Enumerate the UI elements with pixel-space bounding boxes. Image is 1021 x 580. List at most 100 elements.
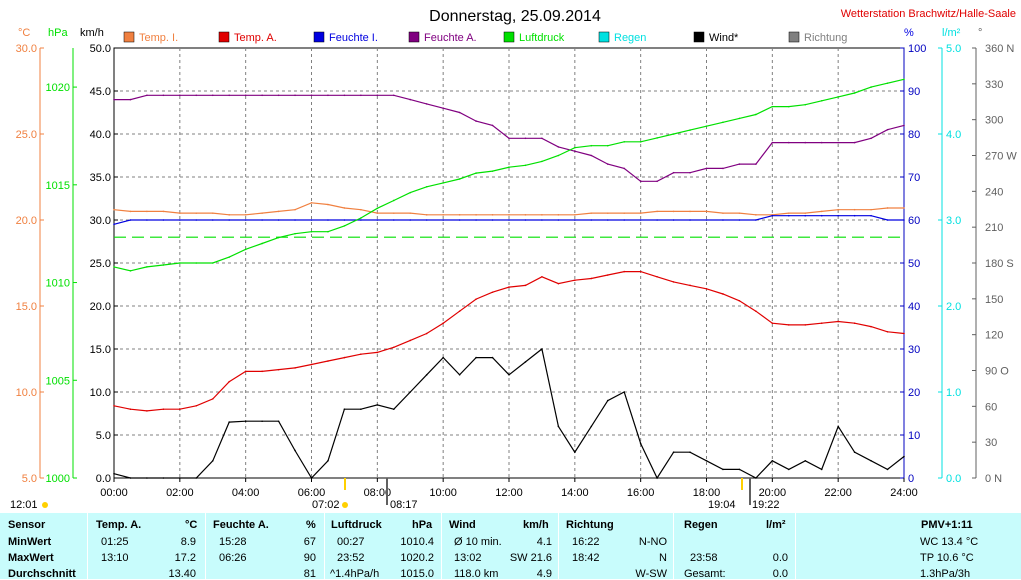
point-feuchte-a <box>343 94 346 97</box>
row-min-press-value: 1010.4 <box>400 536 434 548</box>
point-luftdruck <box>327 230 329 233</box>
point-temp-a <box>458 310 461 312</box>
point-feuchte-a <box>294 94 296 97</box>
table-header-direction: Richtung <box>566 519 614 531</box>
point-feuchte-i <box>425 219 428 221</box>
point-luftdruck <box>179 262 181 264</box>
point-luftdruck <box>689 129 691 131</box>
table-header-wind: Wind <box>449 519 476 531</box>
point-feuchte-i <box>623 219 626 221</box>
point-feuchte-i <box>755 219 757 221</box>
point-feuchte-i <box>903 219 905 221</box>
point-temp-i <box>853 208 856 211</box>
legend-label: Temp. I. <box>139 32 178 44</box>
celsius-unit-label: °C <box>18 27 30 39</box>
deg-axis-tick-label: 330 <box>985 79 1003 91</box>
legend-swatch <box>788 31 800 43</box>
chart-title: Donnerstag, 25.09.2014 <box>429 8 601 25</box>
point-temp-i <box>804 212 807 214</box>
point-luftdruck <box>804 103 807 106</box>
celsius-axis-tick-label: 5.0 <box>22 473 37 485</box>
point-feuchte-a <box>475 120 477 122</box>
point-feuchte-i <box>343 219 346 221</box>
point-feuchte-i <box>277 219 280 221</box>
point-luftdruck <box>392 199 395 202</box>
x-tick-label: 06:00 <box>298 487 326 499</box>
point-temp-a <box>113 404 115 407</box>
point-wind <box>343 408 346 411</box>
point-feuchte-i <box>491 219 494 221</box>
point-luftdruck <box>113 266 115 268</box>
point-wind <box>508 374 510 376</box>
deg-axis-tick-label: 270 W <box>985 151 1017 163</box>
point-luftdruck <box>244 248 247 251</box>
point-feuchte-i <box>870 214 872 217</box>
point-luftdruck <box>294 232 296 235</box>
point-wind <box>211 460 214 462</box>
point-temp-i <box>722 212 724 214</box>
table-header-pressure-unit: hPa <box>412 519 433 531</box>
point-luftdruck <box>787 105 790 108</box>
point-temp-i <box>755 214 757 216</box>
legend-swatch <box>123 31 135 43</box>
deg-axis-tick-label: 210 <box>985 222 1003 234</box>
point-feuchte-a <box>656 180 658 183</box>
point-temp-a <box>755 310 757 312</box>
deg-axis-tick-label: 240 <box>985 186 1003 198</box>
point-luftdruck <box>623 141 626 143</box>
point-feuchte-i <box>162 219 165 221</box>
percent-axis-tick-label: 50 <box>908 258 920 270</box>
x-tick-label: 08:00 <box>364 487 392 499</box>
hpa-unit-label: hPa <box>48 27 68 39</box>
point-feuchte-i <box>392 219 395 221</box>
point-luftdruck <box>722 121 724 124</box>
legend-swatch <box>313 31 325 43</box>
point-temp-a <box>722 293 724 295</box>
point-feuchte-a <box>903 124 905 127</box>
point-luftdruck <box>129 270 132 272</box>
point-temp-a <box>146 410 148 412</box>
point-temp-a <box>294 367 296 369</box>
chart-legend: Temp. I. Temp. A. Feuchte I. Feuchte A. Luft… <box>123 31 847 44</box>
point-wind <box>409 391 412 393</box>
point-temp-i <box>129 210 132 213</box>
percent-axis-tick-label: 30 <box>908 344 920 356</box>
point-temp-a <box>524 284 527 287</box>
row-max-dir-value: N <box>659 552 667 564</box>
point-feuchte-i <box>244 219 247 221</box>
point-luftdruck <box>376 207 379 210</box>
point-temp-i <box>244 214 247 216</box>
point-temp-i <box>672 210 675 213</box>
point-luftdruck <box>903 78 905 81</box>
celsius-axis-tick-label: 10.0 <box>16 387 37 399</box>
point-wind <box>228 421 231 423</box>
point-wind <box>705 460 708 462</box>
event-marker-time: 19:22 <box>752 499 780 511</box>
point-luftdruck <box>261 242 263 245</box>
point-luftdruck <box>162 264 165 266</box>
point-temp-i <box>425 214 428 216</box>
row-avg-press-trend: ^1.4hPa/h <box>330 568 380 580</box>
legend-swatch <box>503 31 515 43</box>
row-avg-rain-label: Gesamt: <box>684 568 726 580</box>
point-luftdruck <box>541 160 543 163</box>
row-max-temp-value: 17.2 <box>174 552 196 564</box>
point-feuchte-a <box>705 167 708 170</box>
point-feuchte-a <box>886 128 889 131</box>
point-feuchte-a <box>787 141 790 144</box>
point-temp-i <box>409 212 412 214</box>
point-temp-i <box>903 207 905 209</box>
point-wind <box>524 361 527 363</box>
table-header-rain-unit: l/m² <box>766 519 786 531</box>
point-temp-a <box>557 282 560 285</box>
point-temp-a <box>689 284 691 287</box>
point-wind <box>425 374 428 376</box>
point-feuchte-a <box>590 154 593 157</box>
point-feuchte-a <box>557 146 560 148</box>
point-feuchte-i <box>294 219 296 221</box>
point-luftdruck <box>771 105 774 108</box>
percent-axis-tick-label: 20 <box>908 387 920 399</box>
point-feuchte-i <box>804 214 807 217</box>
point-feuchte-i <box>458 219 461 221</box>
point-temp-a <box>886 331 889 333</box>
